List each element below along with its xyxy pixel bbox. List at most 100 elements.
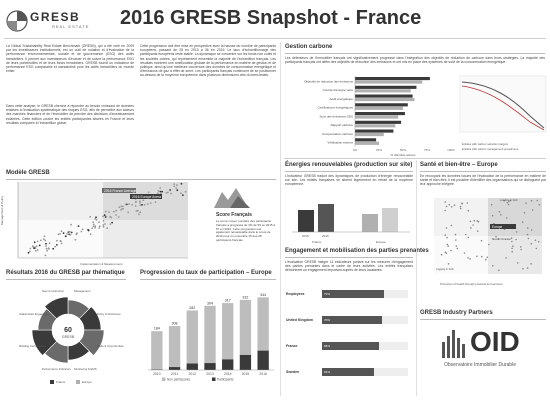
- engagement-row-value: 72%: [324, 291, 331, 296]
- sante-dot: [447, 263, 450, 265]
- gestion-legend-1: Entities with carbon reduction targets: [462, 142, 508, 146]
- modele-dot: [54, 245, 57, 248]
- modele-dot: [176, 189, 179, 192]
- sante-q-tr: [488, 198, 542, 236]
- gestion-tick-label: 0%: [353, 148, 358, 152]
- modele-dot: [89, 215, 92, 218]
- sante-dot: [527, 237, 530, 240]
- engagement-row-value: 61%: [324, 369, 331, 374]
- modele-dots: [27, 182, 187, 257]
- sante-dot: [476, 255, 478, 258]
- modele-dot: [167, 191, 169, 194]
- sante-xlabel: Promotion of health through products and…: [440, 282, 503, 286]
- modele-dot: [120, 209, 122, 211]
- modele-dot: [60, 242, 63, 245]
- engagement-row-fill: [322, 368, 375, 376]
- progression-total-label: 332: [242, 295, 248, 299]
- sante-dot: [537, 241, 540, 243]
- modele-dot: [139, 200, 141, 203]
- sante-dot: [530, 263, 532, 265]
- section-energies-rule: [285, 171, 413, 172]
- donut-segment-label: Monitoring & EMS: [74, 366, 97, 371]
- sante-dot: [510, 237, 513, 239]
- modele-dot: [38, 244, 41, 247]
- tag-europe: [130, 194, 162, 199]
- sante-dot: [535, 247, 538, 250]
- sante-dot: [503, 199, 506, 202]
- energy-bar-2015: [298, 210, 314, 232]
- sante-dot: [485, 258, 487, 261]
- progression-bar: [204, 363, 216, 370]
- gresb-logo: GRESB REAL ESTATE: [6, 8, 101, 34]
- sante-dot: [508, 200, 510, 203]
- score-title: Score Français: [216, 212, 252, 218]
- modele-dot: [138, 213, 140, 216]
- modele-dot: [36, 240, 39, 243]
- modele-dot: [67, 230, 70, 233]
- sante-dot: [488, 243, 490, 246]
- donut-segment-label: Performance Indicators: [41, 366, 71, 371]
- sante-dot: [507, 203, 510, 206]
- donut-segment-label: Stakeholder Engagement: [19, 311, 51, 316]
- modele-dot: [95, 216, 97, 219]
- gestion-curve-chart: [459, 75, 547, 133]
- donut-segment-label: New Construction: [41, 289, 64, 294]
- donut-segments: [31, 296, 105, 364]
- modele-dot: [92, 223, 95, 226]
- progression-bar: [204, 305, 216, 364]
- gestion-bar: [355, 124, 396, 128]
- section-progression-rule: [140, 279, 276, 280]
- gestion-bar-chart: Objectifs de réduction des émissions Cont…: [304, 76, 455, 157]
- progression-total-label: 208: [172, 322, 178, 326]
- engagement-text: L'évaluation GRESB intègre 11 indicateur…: [285, 260, 413, 273]
- gestion-tick-label: 25%: [376, 148, 382, 152]
- modele-dot: [141, 203, 143, 206]
- sante-q-tl: [434, 198, 488, 236]
- sante-dot: [527, 227, 529, 229]
- progression-bar: [222, 303, 234, 360]
- gestion-legend-2: Entities with carbon management programm…: [462, 147, 519, 151]
- modele-dot: [76, 232, 78, 235]
- sante-tag-france-text: Nordic France: [492, 237, 511, 241]
- modele-dot: [33, 247, 35, 250]
- engagement-row-label: France: [286, 344, 298, 348]
- sante-dot: [444, 234, 446, 236]
- gestion-bar: [355, 133, 384, 137]
- progression-bar: [239, 354, 252, 370]
- gestion-bar: [355, 141, 379, 145]
- sante-dot: [538, 204, 541, 206]
- gestion-bar: [355, 89, 411, 93]
- progression-bar: [257, 297, 269, 351]
- progression-total-label: 184: [154, 327, 160, 331]
- energies-chart: [292, 204, 410, 233]
- modele-dot: [115, 209, 118, 212]
- donut-segment-label: Management: [74, 289, 91, 294]
- donut-center-label: GRESB: [62, 335, 75, 339]
- sante-dot: [469, 258, 471, 260]
- modele-dot: [35, 245, 38, 248]
- mid-divider: [284, 158, 546, 159]
- modele-dot: [182, 194, 184, 196]
- progression-bar: [151, 331, 163, 370]
- progression-total-label: 282: [189, 306, 195, 310]
- modele-dot: [92, 225, 95, 227]
- sante-dot: [511, 247, 513, 250]
- modele-dot: [139, 204, 142, 207]
- modele-dot: [39, 239, 42, 242]
- section-partners-title: GRESB Industry Partners: [420, 310, 493, 316]
- gestion-category-label: Certifications énergétiques: [317, 106, 353, 110]
- sante-dot: [512, 245, 514, 247]
- progression-bar: [222, 359, 234, 370]
- modele-dot: [180, 182, 183, 185]
- sante-q-lagging: Lagging in both: [436, 268, 454, 271]
- modele-dot: [121, 207, 124, 210]
- gestion-tick-label: 75%: [424, 148, 430, 152]
- section-engagement-title: Engagement et mobilisation des parties p…: [285, 248, 429, 254]
- modele-dot: [147, 191, 150, 194]
- tag-europe-text: 2016 Europe Avera: [132, 195, 161, 199]
- gestion-category-label: Compensation carbone: [322, 132, 353, 136]
- sante-dot: [463, 252, 466, 254]
- section-partners-rule: [420, 319, 546, 320]
- modele-dot: [169, 189, 172, 191]
- modele-dot: [28, 250, 31, 253]
